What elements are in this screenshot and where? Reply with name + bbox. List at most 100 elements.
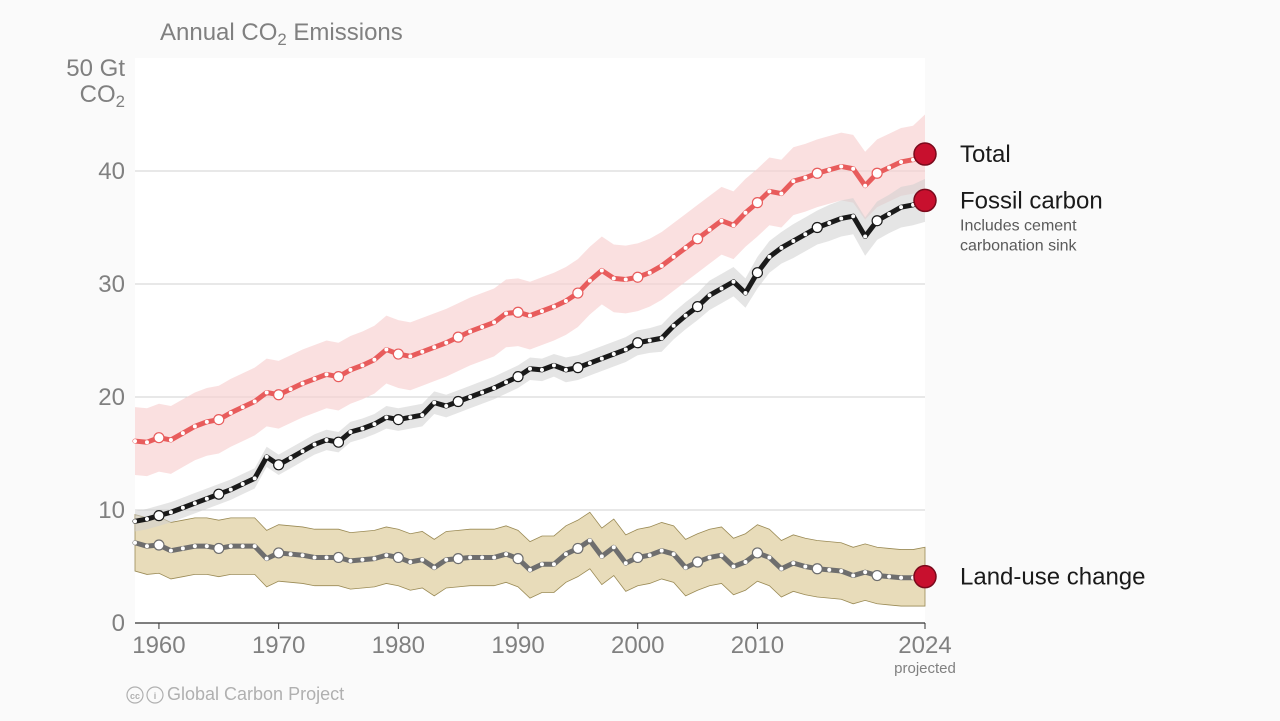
fossil-marker	[372, 422, 376, 426]
total-marker	[133, 439, 137, 443]
landuse-marker	[588, 539, 592, 543]
fossil-marker	[600, 357, 604, 361]
total-marker	[181, 431, 185, 435]
fossil-marker	[301, 449, 305, 453]
fossil-marker	[393, 415, 403, 425]
fossil-marker	[313, 442, 317, 446]
fossil-marker	[504, 380, 508, 384]
landuse-marker	[573, 543, 583, 553]
total-marker	[767, 189, 771, 193]
fossil-marker	[214, 489, 224, 499]
landuse-marker	[444, 558, 448, 562]
total-marker	[384, 348, 388, 352]
total-marker	[393, 349, 403, 359]
svg-text:i: i	[154, 691, 157, 701]
fossil-marker	[325, 438, 329, 442]
total-marker	[731, 223, 735, 227]
svg-text:cc: cc	[130, 691, 140, 701]
landuse-marker	[887, 575, 891, 579]
fossil-marker	[899, 205, 903, 209]
fossil-marker	[205, 497, 209, 501]
landuse-marker	[731, 565, 735, 569]
landuse-marker	[214, 543, 224, 553]
total-marker	[169, 438, 173, 442]
fossil-marker	[552, 363, 556, 367]
fossil-marker	[851, 214, 855, 218]
landuse-marker	[648, 553, 652, 557]
total-marker	[552, 305, 556, 309]
total-marker	[812, 168, 822, 178]
landuse-marker	[492, 555, 496, 559]
landuse-marker	[528, 568, 532, 572]
total-marker	[253, 400, 257, 404]
landuse-marker	[301, 553, 305, 557]
total-marker	[214, 415, 224, 425]
landuse-marker	[253, 544, 257, 548]
fossil-marker	[229, 488, 233, 492]
fossil-marker	[453, 397, 463, 407]
total-marker	[301, 381, 305, 385]
landuse-marker	[720, 553, 724, 557]
landuse-marker	[420, 558, 424, 562]
legend-fossil: Fossil carbon	[960, 187, 1103, 214]
landuse-marker	[229, 544, 233, 548]
landuse-marker	[540, 562, 544, 566]
landuse-marker	[181, 546, 185, 550]
x-tick-label: 1960	[132, 632, 185, 659]
legend-fossil-sub1: Includes cement	[960, 217, 1077, 234]
fossil-end-marker	[914, 189, 936, 211]
fossil-marker	[408, 415, 412, 419]
total-marker	[588, 279, 592, 283]
landuse-marker	[274, 548, 284, 558]
fossil-marker	[791, 239, 795, 243]
fossil-marker	[588, 361, 592, 365]
fossil-marker	[743, 291, 747, 295]
fossil-marker	[241, 482, 245, 486]
total-marker	[229, 411, 233, 415]
landuse-marker	[169, 549, 173, 553]
landuse-marker	[552, 562, 556, 566]
landuse-marker	[672, 552, 676, 556]
fossil-marker	[573, 363, 583, 373]
total-marker	[899, 160, 903, 164]
total-marker	[827, 168, 831, 172]
landuse-marker	[408, 560, 412, 564]
total-end-marker	[914, 143, 936, 165]
landuse-marker	[384, 553, 388, 557]
fossil-marker	[839, 216, 843, 220]
landuse-marker	[504, 552, 508, 556]
total-marker	[444, 341, 448, 345]
legend-total: Total	[960, 141, 1011, 168]
fossil-marker	[384, 415, 388, 419]
landuse-marker	[863, 570, 867, 574]
fossil-marker	[779, 246, 783, 250]
total-marker	[743, 211, 747, 215]
landuse-marker	[779, 567, 783, 571]
landuse-marker	[360, 558, 364, 562]
total-marker	[540, 309, 544, 313]
landuse-marker	[313, 555, 317, 559]
fossil-marker	[145, 517, 149, 521]
total-marker	[693, 234, 703, 244]
landuse-marker	[348, 559, 352, 563]
fossil-marker	[333, 437, 343, 447]
total-marker	[513, 307, 523, 317]
fossil-marker	[468, 395, 472, 399]
total-marker	[564, 299, 568, 303]
fossil-marker	[289, 456, 293, 460]
landuse-marker	[432, 566, 436, 570]
landuse-marker	[289, 552, 293, 556]
total-marker	[684, 246, 688, 250]
fossil-marker	[827, 221, 831, 225]
legend-landuse: Land-use change	[960, 564, 1145, 591]
landuse-marker	[708, 555, 712, 559]
total-marker	[887, 166, 891, 170]
fossil-marker	[274, 460, 284, 470]
total-marker	[720, 219, 724, 223]
landuse-marker	[205, 544, 209, 548]
total-marker	[432, 345, 436, 349]
landuse-marker	[693, 557, 703, 567]
total-marker	[803, 176, 807, 180]
total-marker	[624, 277, 628, 281]
fossil-marker	[731, 280, 735, 284]
